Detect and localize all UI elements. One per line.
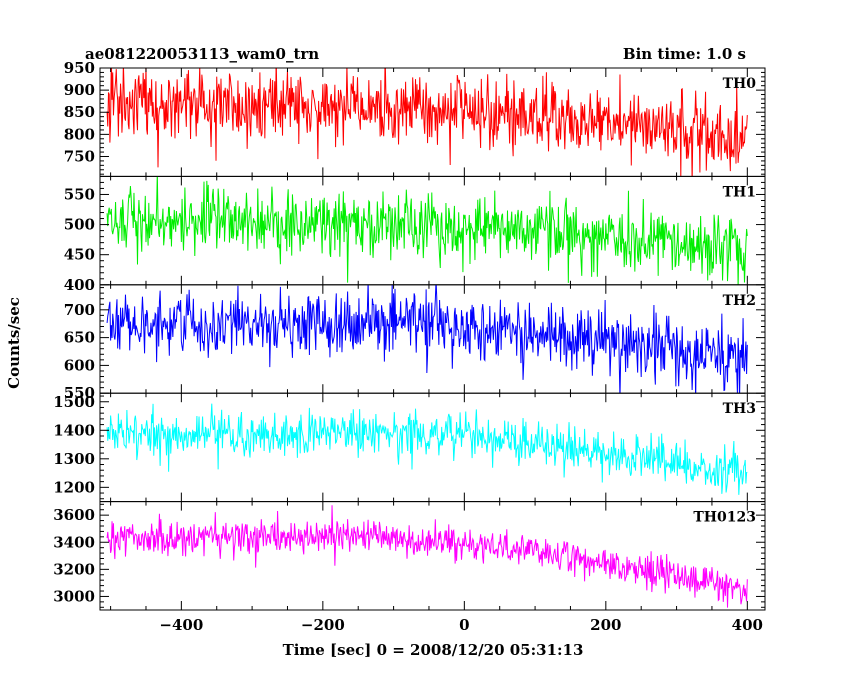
y-tick-label: 3200 bbox=[53, 560, 95, 578]
y-tick-label: 850 bbox=[64, 103, 95, 121]
bin-time-label: Bin time: 1.0 s bbox=[623, 45, 746, 63]
y-tick-label: 3000 bbox=[53, 587, 95, 605]
x-tick-label: 400 bbox=[732, 616, 763, 634]
y-tick-label: 750 bbox=[64, 147, 95, 165]
panel-label-th0: TH0 bbox=[723, 76, 757, 92]
x-axis-title: Time [sec] 0 = 2008/12/20 05:31:13 bbox=[283, 641, 584, 659]
x-axis: −400 −200 0 200 400 bbox=[159, 616, 763, 634]
y-tick-label: 3400 bbox=[53, 533, 95, 551]
y-tick-label: 700 bbox=[64, 301, 95, 319]
x-tick-label: −200 bbox=[301, 616, 345, 634]
y-tick-label: 550 bbox=[64, 384, 95, 402]
chart-title: ae081220053113_wam0_trn bbox=[85, 45, 319, 63]
x-tick-label: −400 bbox=[159, 616, 203, 634]
panel-frame bbox=[99, 392, 766, 503]
series-th2 bbox=[106, 284, 748, 394]
y-tick-label: 400 bbox=[64, 276, 95, 294]
y-tick-label: 1500 bbox=[53, 393, 95, 411]
y-tick-label: 3600 bbox=[53, 506, 95, 524]
panel-th2: 550 600 650 700 TH2 bbox=[64, 284, 766, 402]
x-tick-label: 200 bbox=[590, 616, 621, 634]
panel-th0: 750 800 850 900 950 TH0 bbox=[64, 59, 766, 177]
panels-group: 750 800 850 900 950 TH0 400 450 500 550 TH1 550 600 6… bbox=[53, 59, 766, 611]
y-tick-label: 950 bbox=[64, 59, 95, 77]
panel-label-th0123: TH0123 bbox=[693, 510, 756, 526]
y-tick-label: 800 bbox=[64, 125, 95, 143]
panel-label-th3: TH3 bbox=[723, 401, 756, 417]
panel-th1: 400 450 500 550 TH1 bbox=[64, 175, 766, 294]
y-tick-label: 500 bbox=[64, 216, 95, 234]
panel-th0123: 3000 3200 3400 3600 TH0123 bbox=[53, 501, 766, 611]
panel-label-th2: TH2 bbox=[723, 293, 756, 309]
panel-frame bbox=[99, 501, 766, 611]
y-tick-label: 900 bbox=[64, 81, 95, 99]
y-tick-label: 550 bbox=[64, 185, 95, 203]
panel-th3: 1200 1300 1400 1500 TH3 bbox=[53, 392, 766, 503]
panel-label-th1: TH1 bbox=[723, 184, 756, 200]
y-tick-label: 1200 bbox=[53, 478, 95, 496]
series-th1 bbox=[106, 176, 748, 285]
series-th0 bbox=[106, 68, 748, 177]
y-tick-label: 1400 bbox=[53, 421, 95, 439]
series-th0123 bbox=[106, 505, 748, 608]
y-tick-label: 600 bbox=[64, 356, 95, 374]
y-tick-label: 450 bbox=[64, 246, 95, 264]
y-tick-label: 1300 bbox=[53, 450, 95, 468]
x-tick-label: 0 bbox=[459, 616, 469, 634]
y-tick-label: 650 bbox=[64, 329, 95, 347]
y-axis-title: Counts/sec bbox=[5, 297, 23, 389]
series-th3 bbox=[106, 403, 748, 495]
